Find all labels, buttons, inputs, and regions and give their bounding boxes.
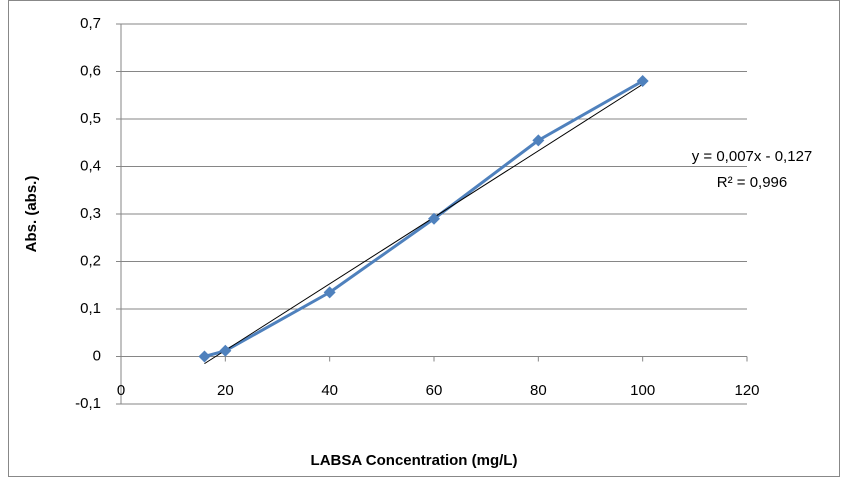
x-tick-label: 60 [426,382,443,399]
data-point [636,75,649,87]
x-tick-label: 40 [321,382,338,399]
y-tick-label: 0,1 [80,300,101,317]
y-tick-label: 0,4 [80,157,101,174]
data-point [219,344,232,357]
trendline-r-squared: R² = 0,996 [717,174,787,191]
x-tick-label: 100 [630,382,655,399]
x-tick-label: 80 [530,382,547,399]
y-tick-label: 0,6 [80,62,101,79]
data-point [532,134,545,147]
x-tick-label: 120 [734,382,759,399]
x-tick-label: 20 [217,382,234,399]
y-tick-label: 0,3 [80,205,101,222]
x-axis-title: LABSA Concentration (mg/L) [311,452,518,469]
data-point [323,286,336,299]
data-point [198,350,211,363]
chart-border [8,0,840,477]
y-axis-title: Abs. (abs.) [23,176,40,253]
x-tick-label: 0 [117,382,125,399]
trendline-equation: y = 0,007x - 0,127 [692,148,813,165]
data-point [428,212,440,225]
trendline [204,83,643,365]
y-tick-label: -0,1 [75,395,101,412]
y-tick-label: 0,2 [80,252,101,269]
y-tick-label: 0 [93,347,101,364]
y-tick-label: 0,7 [80,15,101,32]
y-tick-label: 0,5 [80,110,101,127]
